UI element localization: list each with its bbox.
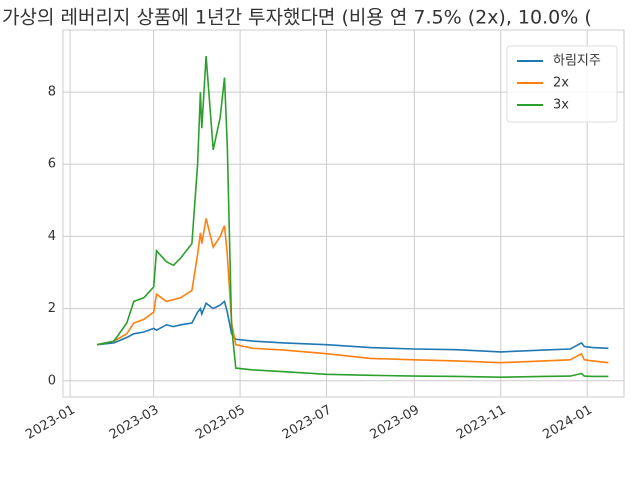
legend: 하림지주 2x 3x	[506, 45, 618, 123]
x-tick-label: 2023-03	[107, 403, 162, 443]
x-tick-label: 2024-01	[540, 403, 595, 443]
line	[96, 55, 609, 379]
legend-label: 3x	[553, 98, 569, 113]
line	[96, 299, 609, 353]
y-tick-label: 6	[48, 157, 56, 172]
y-tick-label: 4	[48, 229, 56, 244]
chart-title: 가상의 레버리지 상품에 1년간 투자했다면 (비용 연 7.5% (2x), …	[2, 7, 592, 29]
x-tick-label: 2023-01	[23, 403, 78, 443]
y-tick-label: 2	[48, 301, 56, 316]
y-tick-label: 0	[48, 373, 56, 388]
x-tick-label: 2023-07	[280, 403, 335, 443]
legend-label: 2x	[553, 76, 569, 91]
x-tick-label: 2023-05	[193, 403, 248, 443]
line	[96, 218, 609, 364]
x-tick-label: 2023-11	[454, 403, 509, 443]
x-tick-label: 2023-09	[368, 403, 423, 443]
legend-box	[506, 45, 618, 123]
legend-label: 하림지주	[553, 54, 601, 69]
y-tick-label: 8	[48, 85, 56, 100]
plot-frame	[62, 29, 625, 398]
